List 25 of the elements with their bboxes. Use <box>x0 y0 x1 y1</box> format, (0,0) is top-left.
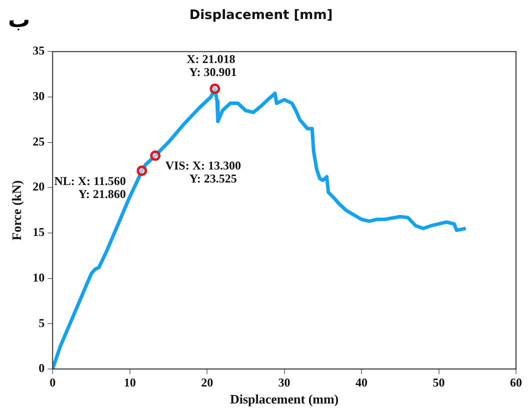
y-tick-label: 10 <box>32 270 45 284</box>
text: ب <box>8 8 30 33</box>
point <box>136 166 148 176</box>
point <box>150 150 161 161</box>
annotation: X: 21.018 Y: 30.901 <box>186 52 237 79</box>
x-tick-label: 50 <box>432 375 445 390</box>
y-tick-label: 15 <box>32 225 45 240</box>
x-tick-label: 40 <box>356 375 368 390</box>
y-tick-label: 0 <box>38 361 45 376</box>
y-tick-label: 20 <box>32 180 45 194</box>
x-tick-label: 60 <box>510 375 522 390</box>
y-tick-label: 35 <box>32 44 45 58</box>
y-axis-title: Force (kN) <box>9 180 24 240</box>
y-tick-label: 25 <box>32 134 45 148</box>
x-axis-title: Displacement (mm) <box>230 392 339 407</box>
y-tick-label: 30 <box>32 89 45 104</box>
annotation: NL: X: 11.560 Y: 21.860 <box>54 174 126 201</box>
annotation: VIS: X: 13.300 Y: 23.525 <box>165 158 241 186</box>
x-tick-label: 20 <box>201 375 214 390</box>
y-tick-label: 5 <box>38 316 45 330</box>
x-tick-label: 30 <box>278 375 290 390</box>
chart-title: Displacement [mm] <box>189 8 333 24</box>
point <box>210 84 220 94</box>
x-tick-label: 0 <box>50 375 56 390</box>
x-tick-label: 10 <box>124 375 136 390</box>
